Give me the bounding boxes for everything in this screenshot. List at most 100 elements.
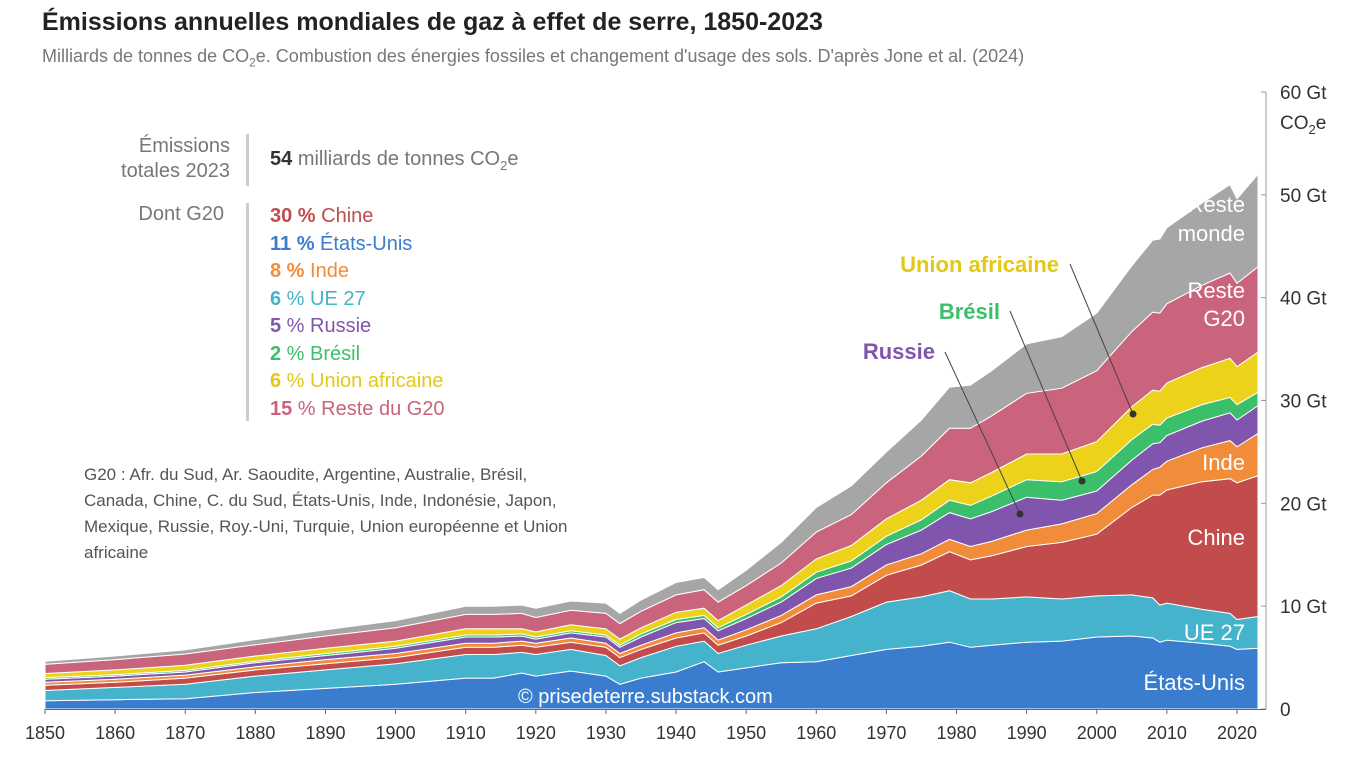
breakdown-item: 8 % Inde: [270, 258, 445, 286]
series-label: Inde: [1202, 450, 1245, 475]
x-tick-label: 1860: [95, 723, 135, 743]
g20-breakdown-list: 30 % Chine 11 % États-Unis 8 % Inde 6 % UE …: [270, 203, 445, 423]
leader-line: [1009, 310, 1083, 482]
series-label: Russie: [863, 339, 935, 364]
x-tick-label: 1930: [586, 723, 626, 743]
y-unit-part: e: [1316, 113, 1327, 134]
breakdown-label: Union africaine: [304, 370, 444, 392]
series-label: Reste: [1188, 192, 1245, 217]
breakdown-pct: 6: [270, 370, 282, 392]
breakdown-item: 11 % États-Unis: [270, 231, 445, 259]
breakdown-item: 6 % Union africaine: [270, 368, 445, 396]
breakdown-pct-sign: %: [281, 370, 305, 392]
total-emissions-label: Émissions totales 2023: [60, 134, 230, 184]
breakdown-item: 6 % UE 27: [270, 286, 445, 314]
credit: © prisedeterre.substack.com: [518, 686, 773, 708]
y-tick-label: 0: [1280, 700, 1291, 721]
x-tick-label: 2000: [1077, 723, 1117, 743]
breakdown-pct-sign: %: [281, 287, 305, 310]
leader-line: [944, 351, 1021, 515]
breakdown-label: Russie: [304, 315, 372, 337]
subtitle-part: e. Combustion des énergies fossiles et c…: [255, 46, 1025, 66]
x-tick-label: 1870: [165, 723, 205, 743]
leader-dot: [1129, 410, 1137, 418]
breakdown-label: Inde: [304, 260, 349, 282]
series-label: Chine: [1188, 525, 1245, 550]
x-tick-label: 1850: [25, 723, 65, 743]
breakdown-item: 30 % Chine: [270, 203, 445, 231]
breakdown-pct: 8: [270, 260, 282, 282]
breakdown-label: Reste du G20: [315, 397, 445, 420]
x-tick-label: 1920: [516, 723, 556, 743]
series-label: Brésil: [939, 299, 1000, 324]
breakdown-pct-sign: %: [292, 205, 316, 227]
y-axis: 0 10 Gt 20 Gt 30 Gt 40 Gt 50 Gt 60 Gt CO2e: [1261, 83, 1327, 721]
y-tick-label: 40 Gt: [1280, 289, 1327, 310]
series-label: monde: [1178, 221, 1245, 246]
series-label: Union africaine: [900, 252, 1059, 277]
chart-title: Émissions annuelles mondiales de gaz à e…: [42, 8, 823, 36]
x-tick-label: 1950: [726, 723, 766, 743]
divider: [246, 134, 249, 186]
total-emissions-value: 54 milliards de tonnes CO2e: [270, 148, 518, 173]
breakdown-item: 5 % Russie: [270, 313, 445, 341]
chart-subtitle: Milliards de tonnes de CO2e. Combustion …: [42, 46, 1024, 70]
x-tick-label: 2020: [1217, 723, 1257, 743]
breakdown-pct: 5: [270, 315, 282, 337]
y-unit-part: CO: [1280, 113, 1309, 134]
breakdown-heading: Dont G20: [138, 203, 224, 225]
breakdown-item: 15 % Reste du G20: [270, 396, 445, 424]
x-tick-label: 1960: [796, 723, 836, 743]
y-tick-label: 20 Gt: [1280, 494, 1327, 515]
breakdown-pct-sign: %: [291, 232, 315, 255]
breakdown-pct-sign: %: [292, 397, 316, 420]
x-tick-label: 1940: [656, 723, 696, 743]
leader-dot: [1016, 510, 1024, 518]
g20-members-note: G20 : Afr. du Sud, Ar. Saoudite, Argenti…: [84, 465, 568, 562]
y-tick-label: 10 Gt: [1280, 597, 1327, 618]
series-label: États-Unis: [1144, 670, 1245, 695]
x-tick-label: 1890: [305, 723, 345, 743]
x-tick-label: 1900: [376, 723, 416, 743]
breakdown-pct-sign: %: [281, 260, 305, 282]
subtitle-part: Milliards de tonnes de CO: [42, 46, 250, 66]
breakdown-pct: 30: [270, 205, 293, 227]
area-reste-monde: [44, 172, 1259, 665]
divider: [246, 203, 249, 421]
total-label-line: Émissions: [138, 135, 230, 157]
x-tick-label: 1980: [936, 723, 976, 743]
total-label-line: totales 2023: [121, 160, 230, 182]
breakdown-pct: 15: [270, 397, 293, 420]
breakdown-pct-sign: %: [281, 315, 305, 337]
breakdown-label: UE 27: [304, 287, 366, 310]
subtitle-subscript: 2: [249, 55, 256, 70]
y-unit-label: CO2e: [1280, 113, 1326, 137]
total-unit: e: [507, 148, 519, 170]
series-labels: États-Unis UE 27 Chine Inde Reste G20 Reste mon…: [863, 192, 1245, 695]
y-tick-label: 30 Gt: [1280, 392, 1327, 413]
breakdown-pct: 11: [270, 232, 292, 255]
breakdown-pct-sign: %: [281, 342, 305, 365]
x-tick-label: 1990: [1007, 723, 1047, 743]
stacked-areas: [44, 172, 1259, 710]
total-unit-subscript: 2: [500, 158, 508, 173]
leader-line: [1069, 263, 1134, 415]
leader-dot: [1078, 477, 1086, 485]
breakdown-label: Brésil: [304, 342, 361, 365]
breakdown-label: Chine: [315, 205, 374, 227]
x-tick-label: 1970: [866, 723, 906, 743]
x-tick-label: 1910: [446, 723, 486, 743]
x-tick-label: 2010: [1147, 723, 1187, 743]
breakdown-label: États-Unis: [314, 232, 413, 255]
x-tick-label: 1880: [235, 723, 275, 743]
breakdown-item: 2 % Brésil: [270, 341, 445, 369]
total-unit: milliards de tonnes CO: [297, 148, 501, 170]
breakdown-pct: 6: [270, 287, 282, 310]
series-label: Reste: [1188, 278, 1245, 303]
series-label: UE 27: [1184, 620, 1245, 645]
y-unit-subscript: 2: [1309, 122, 1316, 137]
breakdown-pct: 2: [270, 342, 282, 365]
y-tick-label: 50 Gt: [1280, 186, 1327, 207]
y-tick-label: 60 Gt: [1280, 83, 1327, 104]
